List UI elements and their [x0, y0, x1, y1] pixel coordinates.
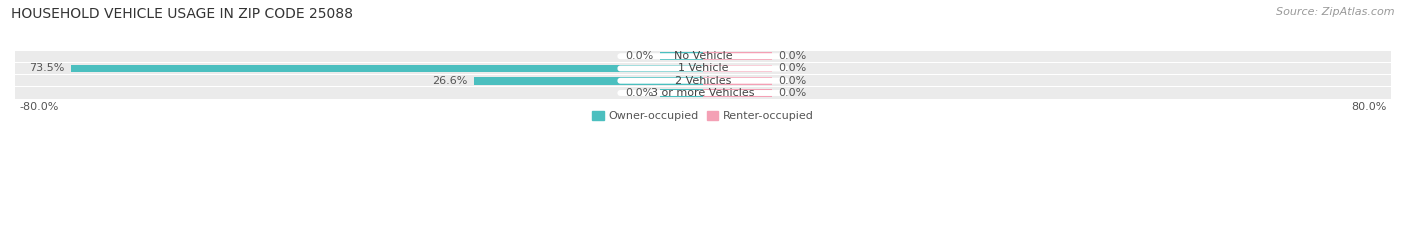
Bar	[703, 65, 772, 72]
Text: 80.0%: 80.0%	[1351, 102, 1386, 112]
FancyBboxPatch shape	[617, 53, 789, 59]
Bar	[703, 52, 772, 60]
Text: 1 Vehicle: 1 Vehicle	[678, 63, 728, 73]
Text: 73.5%: 73.5%	[28, 63, 65, 73]
Bar	[15, 63, 1391, 74]
Text: 0.0%: 0.0%	[779, 76, 807, 86]
Text: -80.0%: -80.0%	[20, 102, 59, 112]
Text: 0.0%: 0.0%	[779, 88, 807, 98]
Text: HOUSEHOLD VEHICLE USAGE IN ZIP CODE 25088: HOUSEHOLD VEHICLE USAGE IN ZIP CODE 2508…	[11, 7, 353, 21]
Text: 0.0%: 0.0%	[779, 63, 807, 73]
Text: No Vehicle: No Vehicle	[673, 51, 733, 61]
Legend: Owner-occupied, Renter-occupied: Owner-occupied, Renter-occupied	[588, 106, 818, 126]
Text: 0.0%: 0.0%	[624, 51, 654, 61]
Text: 0.0%: 0.0%	[624, 88, 654, 98]
Bar	[659, 52, 703, 60]
Text: 0.0%: 0.0%	[779, 51, 807, 61]
Bar	[659, 89, 703, 97]
Text: 3 or more Vehicles: 3 or more Vehicles	[651, 88, 755, 98]
Text: 2 Vehicles: 2 Vehicles	[675, 76, 731, 86]
Bar	[70, 65, 703, 72]
Bar	[15, 75, 1391, 86]
FancyBboxPatch shape	[617, 65, 789, 72]
Bar	[15, 51, 1391, 62]
Bar	[474, 77, 703, 85]
FancyBboxPatch shape	[617, 90, 789, 96]
Bar	[703, 77, 772, 85]
Bar	[15, 87, 1391, 99]
Text: Source: ZipAtlas.com: Source: ZipAtlas.com	[1277, 7, 1395, 17]
Text: 26.6%: 26.6%	[432, 76, 467, 86]
FancyBboxPatch shape	[617, 78, 789, 84]
Bar	[703, 89, 772, 97]
